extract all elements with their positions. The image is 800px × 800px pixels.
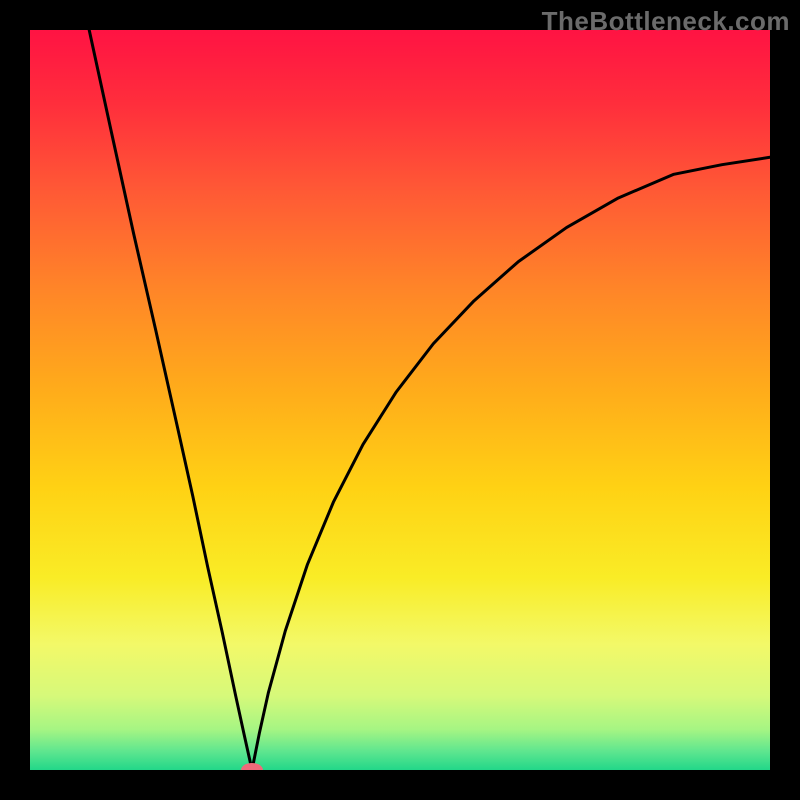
watermark-label: TheBottleneck.com — [542, 6, 790, 37]
plot-area — [30, 30, 770, 770]
chart-container: TheBottleneck.com — [0, 0, 800, 800]
gradient-background — [30, 30, 770, 770]
chart-svg — [30, 30, 770, 770]
